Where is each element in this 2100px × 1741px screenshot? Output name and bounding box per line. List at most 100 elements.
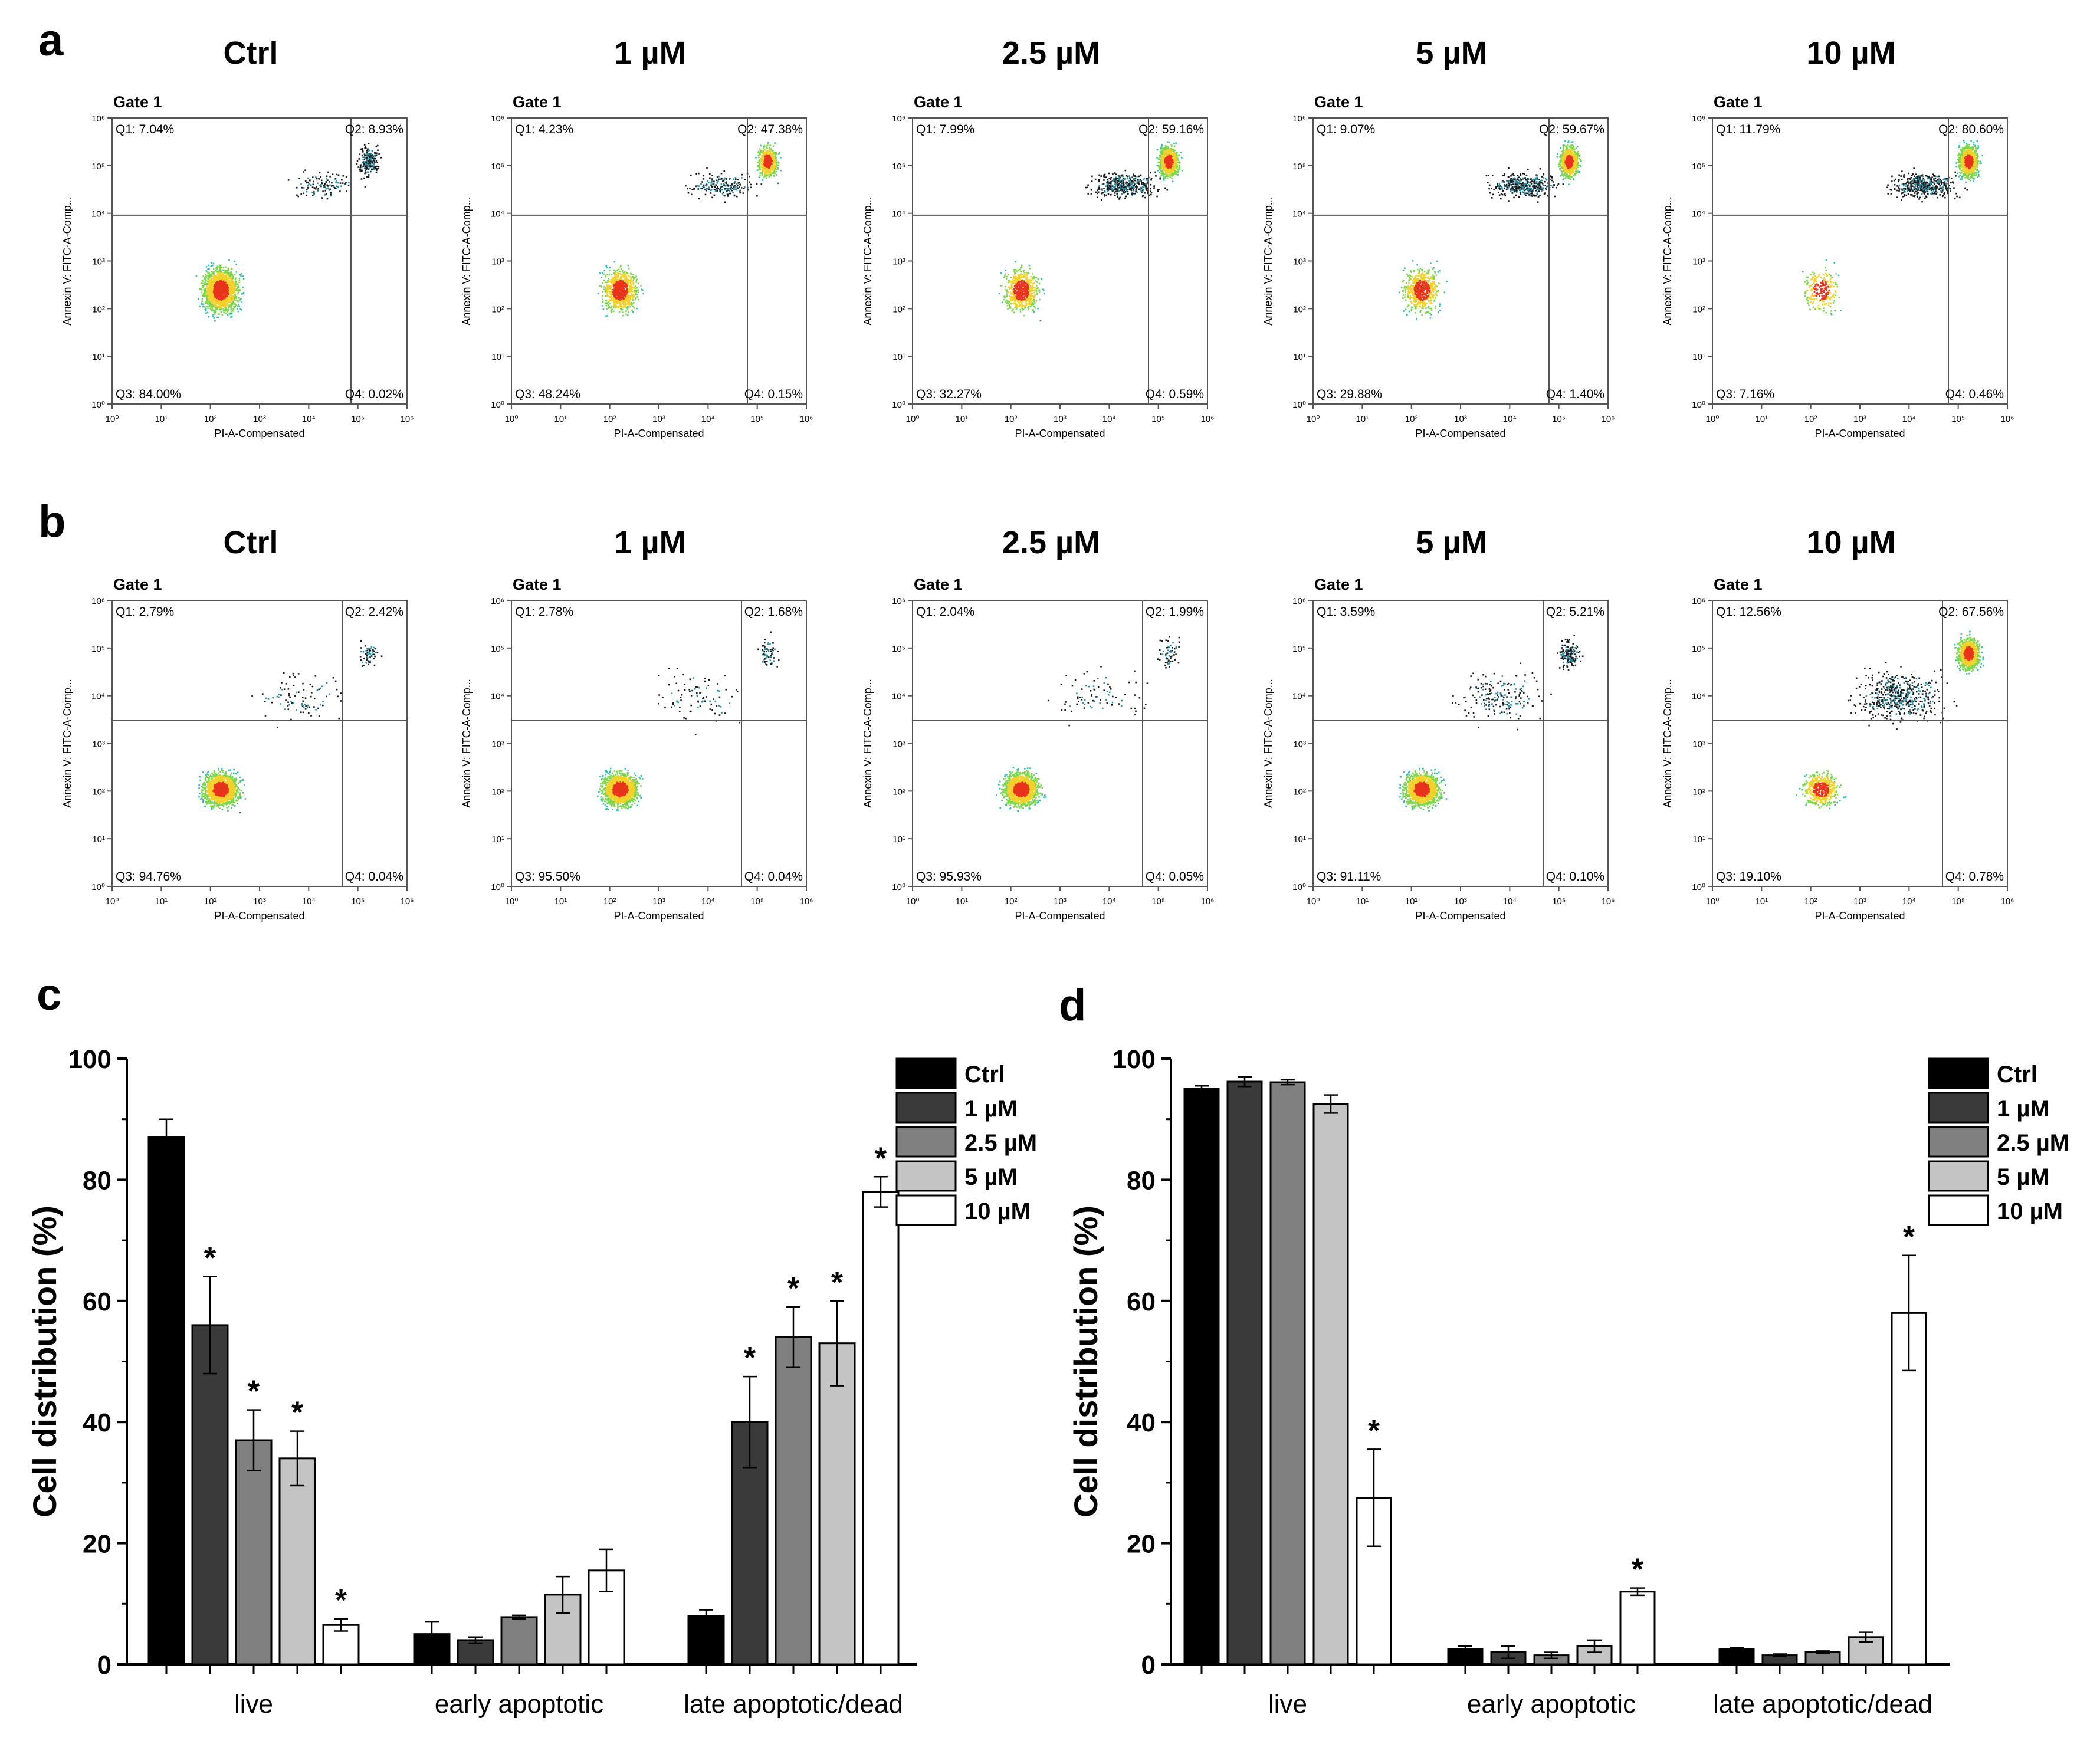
y-axis-label: Annexin V: FITC-A-Comp... [61, 196, 73, 325]
event-dot [640, 285, 642, 287]
y-tick-label: 10³ [92, 257, 105, 267]
event-dot [220, 278, 222, 280]
event-dot [363, 166, 365, 167]
event-dot [602, 272, 603, 274]
event-dot [736, 186, 738, 188]
event-dot [602, 301, 604, 303]
event-dot [1028, 303, 1029, 305]
event-dot [773, 167, 775, 169]
event-dot [623, 304, 625, 306]
event-dot [624, 273, 626, 275]
event-dot [224, 272, 225, 274]
event-dot [717, 182, 718, 184]
event-dot [641, 289, 643, 291]
event-dot [301, 193, 303, 195]
event-dot [630, 295, 632, 297]
event-dot [767, 143, 769, 144]
event-dot [221, 275, 222, 277]
event-dot [327, 188, 329, 189]
event-dot [228, 268, 229, 270]
event-dot [207, 307, 209, 309]
event-dot [206, 297, 208, 299]
event-dot [211, 298, 213, 300]
event-dot [213, 263, 215, 265]
event-dot [727, 185, 729, 187]
event-dot [208, 265, 209, 267]
y-tick-label: 10² [491, 304, 504, 314]
event-dot [638, 283, 639, 285]
event-dot [628, 268, 630, 270]
event-dot [234, 295, 236, 297]
event-dot [613, 310, 615, 312]
event-dot [711, 186, 713, 188]
event-dot [219, 265, 221, 267]
event-dot [618, 298, 620, 300]
event-dot [715, 190, 717, 192]
event-dot [766, 146, 767, 147]
event-dot [731, 185, 733, 187]
event-dot [758, 155, 760, 156]
event-dot [237, 287, 239, 288]
event-dot [769, 147, 770, 149]
event-dot [772, 154, 773, 156]
event-dot [733, 179, 735, 180]
event-dot [323, 186, 325, 188]
event-dot [625, 275, 627, 277]
y-tick-label: 10⁵ [91, 162, 105, 172]
event-dot [734, 195, 736, 197]
event-dot [218, 279, 219, 281]
event-dot [217, 289, 219, 291]
event-dot [724, 195, 726, 197]
event-dot [621, 304, 622, 306]
event-dot [228, 280, 230, 281]
event-dot [235, 282, 237, 284]
event-dot [1028, 296, 1030, 298]
event-dot [616, 270, 618, 271]
event-dot [614, 261, 616, 263]
event-dot [616, 306, 618, 308]
event-dot [698, 198, 700, 200]
event-dot [369, 162, 371, 164]
event-dot [208, 293, 209, 295]
event-dot [1020, 311, 1022, 313]
event-dot [376, 166, 378, 167]
event-dot [632, 291, 634, 293]
event-dot [202, 275, 204, 277]
event-dot [208, 301, 210, 303]
event-dot [320, 184, 322, 186]
event-dot [633, 284, 635, 286]
y-tick-label: 10⁶ [491, 114, 504, 124]
event-dot [755, 157, 757, 159]
event-dot [744, 186, 746, 188]
event-dot [744, 179, 746, 180]
event-dot [1000, 272, 1002, 274]
event-dot [238, 304, 239, 306]
event-dot [776, 174, 778, 176]
event-dot [628, 275, 629, 277]
event-dot [625, 277, 627, 279]
event-dot [208, 268, 210, 270]
event-dot [362, 155, 363, 156]
event-dot [606, 282, 608, 284]
event-dot [336, 180, 337, 182]
event-dot [603, 308, 605, 310]
event-dot [775, 152, 777, 153]
event-dot [767, 170, 769, 172]
event-dot [376, 152, 378, 154]
x-tick-label: 10² [603, 414, 616, 424]
event-dot [606, 274, 608, 275]
event-dot [308, 183, 310, 185]
event-dot [236, 284, 238, 285]
event-dot [609, 292, 611, 294]
event-dot [711, 175, 713, 176]
event-dot [698, 188, 700, 190]
event-dot [224, 293, 226, 294]
event-dot [1000, 285, 1002, 287]
event-dot [764, 171, 766, 173]
event-dot [617, 272, 619, 274]
event-dot [629, 285, 631, 287]
event-dot [613, 300, 615, 301]
event-dot [205, 310, 207, 311]
event-dot [627, 306, 629, 308]
event-dot [711, 180, 713, 182]
